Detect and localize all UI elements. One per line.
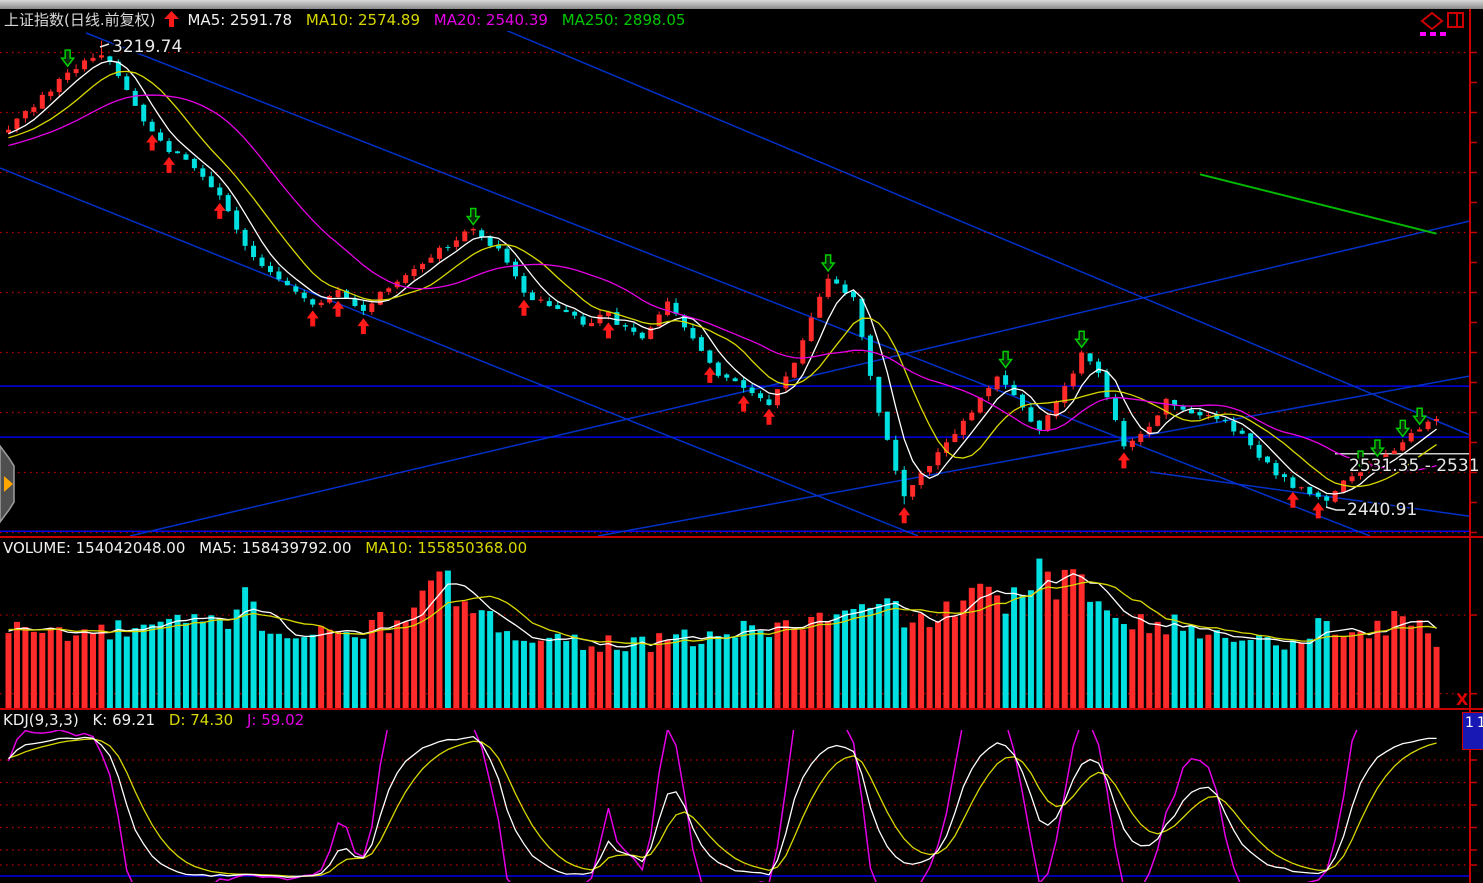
- volume-ma5-readout: MA5: 158439792.00: [199, 539, 352, 557]
- main-chart-header: 上证指数(日线.前复权) MA5: 2591.78 MA10: 2574.89 M…: [4, 10, 694, 30]
- ma5-readout: MA5: 2591.78: [187, 11, 293, 29]
- ma20-readout: MA20: 2540.39: [433, 11, 548, 29]
- window-titlebar[interactable]: [0, 0, 1483, 9]
- kdj-j-readout: J: 59.02: [246, 711, 305, 729]
- count-badge[interactable]: 11: [1462, 712, 1483, 750]
- kdj-k-readout: K: 69.21: [92, 711, 156, 729]
- ma250-readout: MA250: 2898.05: [561, 11, 686, 29]
- kdj-name: KDJ(9,3,3): [3, 711, 79, 729]
- volume-header: VOLUME: 154042048.00 MA5: 158439792.00 M…: [3, 538, 536, 558]
- close-pane-x[interactable]: X: [1456, 690, 1469, 709]
- split-window-icon[interactable]: [1447, 12, 1465, 29]
- kdj-d-readout: D: 74.30: [168, 711, 234, 729]
- svg-text:2440.91: 2440.91: [1347, 500, 1417, 520]
- svg-text:2531.35 - 2531: 2531.35 - 2531: [1349, 456, 1480, 476]
- volume-ma10-readout: MA10: 155850368.00: [365, 539, 528, 557]
- diamond-icon[interactable]: [1420, 11, 1444, 31]
- trend-up-arrow-icon: [164, 11, 180, 27]
- volume-readout: VOLUME: 154042048.00: [3, 539, 186, 557]
- ma10-readout: MA10: 2574.89: [305, 11, 421, 29]
- expand-arrow-icon: [4, 476, 13, 492]
- svg-text:3219.74: 3219.74: [112, 37, 182, 57]
- kdj-header: KDJ(9,3,3) K: 69.21 D: 74.30 J: 59.02: [3, 710, 313, 730]
- sidebar-flyout-tab[interactable]: [0, 444, 17, 524]
- more-options-dots-icon[interactable]: [1420, 32, 1450, 38]
- instrument-title: 上证指数(日线.前复权): [4, 11, 156, 29]
